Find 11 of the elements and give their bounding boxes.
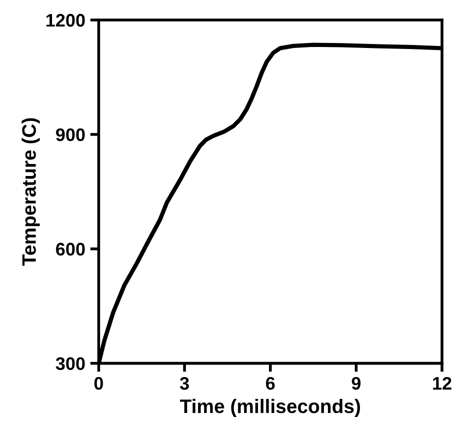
y-tick-label: 300 <box>56 357 85 370</box>
x-axis-title: Time (milliseconds) <box>180 398 360 418</box>
x-tick-label: 6 <box>266 376 275 390</box>
y-axis-title: Temperature (C) <box>22 118 40 266</box>
x-tick-label: 0 <box>94 376 103 390</box>
y-tick-label: 900 <box>56 128 85 142</box>
y-tick-label: 600 <box>56 242 85 256</box>
x-tick-label: 12 <box>433 376 452 390</box>
y-tick-label: 1200 <box>46 14 85 27</box>
x-tick-label: 3 <box>180 376 189 390</box>
x-tick-label: 9 <box>352 376 361 390</box>
